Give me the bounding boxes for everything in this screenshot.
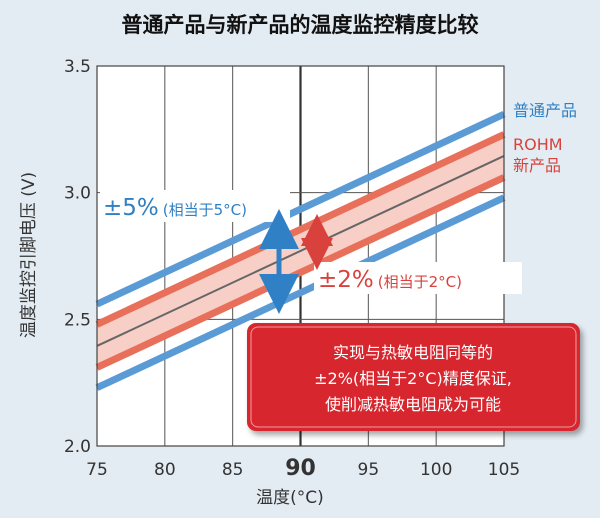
tick-labels: 75 80 85 90 95 100 105 2.0 2.5 3.0 3.5 [64, 57, 520, 481]
x-tick-label-85: 85 [222, 460, 244, 480]
x-tick-label-95: 95 [358, 460, 380, 480]
normal-lower-line [95, 194, 506, 391]
callout-line-1: 实现与热敏电阻同等的 [333, 343, 493, 362]
x-tick-label-90: 90 [285, 456, 316, 481]
legend-normal-label: 普通产品 [513, 101, 577, 120]
y-tick-label-2.5: 2.5 [64, 310, 91, 330]
normal-upper-line [95, 110, 506, 308]
callout-line-3: 使削减热敏电阻成为可能 [325, 395, 501, 414]
callout-inner-border [250, 326, 577, 428]
annotation-pm5-bg [100, 190, 290, 222]
annotation-pm2-text: ±2% (相当于2°C) [318, 267, 462, 293]
series-layer [95, 110, 506, 391]
annotation-pm5: ±5% (相当于5°C) [100, 190, 290, 222]
chart-title: 普通产品与新产品的温度监控精度比较 [122, 13, 479, 37]
x-tick-label-75: 75 [86, 460, 108, 480]
rohm-upper-line [95, 131, 506, 328]
annotation-pm2: ±2% (相当于2°C) [314, 262, 522, 294]
annotation-pm5-text: ±5% (相当于5°C) [103, 195, 247, 221]
legend-rohm-label-line1: ROHM [513, 135, 563, 154]
y-tick-label-2.0: 2.0 [64, 437, 91, 457]
y-tick-label-3.5: 3.5 [64, 57, 91, 77]
callout-bg [247, 323, 580, 431]
annotation-pm5-value: ±5% [103, 195, 159, 221]
y-axis-label: 温度监控引脚电压 (V) [19, 172, 39, 338]
x-tick-label-100: 100 [420, 460, 452, 480]
callout-line-2: ±2%(相当于2°C)精度保证, [314, 369, 512, 388]
rohm-lower-line [95, 174, 506, 371]
legend-rohm-label-line2: 新产品 [513, 156, 561, 175]
annotation-pm5-note: (相当于5°C) [163, 201, 247, 219]
x-tick-label-80: 80 [154, 460, 176, 480]
callout-box: 实现与热敏电阻同等的 ±2%(相当于2°C)精度保证, 使削减热敏电阻成为可能 [247, 323, 580, 431]
annotation-pm2-bg [314, 262, 522, 294]
plot-frame [96, 65, 505, 447]
annotation-pm2-note: (相当于2°C) [378, 273, 462, 291]
x-axis-label: 温度(°C) [256, 488, 324, 508]
center-line [96, 155, 505, 347]
annotation-pm2-value: ±2% [318, 267, 374, 293]
x-tick-label-105: 105 [488, 460, 520, 480]
y-tick-label-3.0: 3.0 [64, 184, 91, 204]
